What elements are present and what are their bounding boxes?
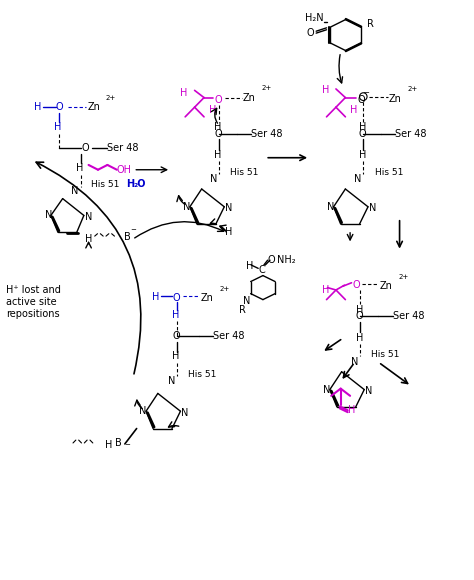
- Text: N: N: [85, 212, 92, 222]
- Text: H: H: [358, 150, 366, 160]
- Text: O: O: [358, 129, 366, 139]
- Text: Ser 48: Ser 48: [251, 129, 283, 139]
- Text: Zn: Zn: [200, 293, 213, 303]
- Text: B: B: [116, 438, 122, 448]
- Text: N: N: [369, 203, 376, 213]
- Text: N: N: [210, 175, 217, 184]
- Text: R: R: [239, 305, 246, 315]
- Text: His 51: His 51: [91, 180, 119, 189]
- Text: H: H: [356, 333, 363, 343]
- Text: H: H: [35, 102, 42, 112]
- Text: active site: active site: [6, 297, 57, 307]
- Text: 2+: 2+: [262, 85, 272, 92]
- Text: H₂N: H₂N: [305, 13, 324, 23]
- Text: H⁺ lost and: H⁺ lost and: [6, 285, 61, 295]
- Text: Ser 48: Ser 48: [213, 331, 245, 340]
- Text: H: H: [348, 405, 355, 415]
- Text: 2+: 2+: [106, 95, 116, 101]
- Text: Ser 48: Ser 48: [392, 311, 424, 321]
- Text: H: H: [209, 104, 216, 115]
- Text: H: H: [214, 150, 222, 160]
- Text: H: H: [173, 310, 180, 320]
- Text: O: O: [55, 102, 63, 112]
- Text: H: H: [54, 122, 62, 132]
- Text: N: N: [182, 408, 189, 418]
- Text: His 51: His 51: [230, 168, 258, 177]
- Text: NH₂: NH₂: [277, 255, 296, 265]
- Text: N: N: [354, 175, 361, 184]
- Text: His 51: His 51: [371, 350, 400, 360]
- Text: N: N: [365, 386, 373, 396]
- Text: O: O: [307, 28, 314, 38]
- Text: H: H: [85, 234, 92, 245]
- Text: B: B: [124, 232, 131, 242]
- Text: His 51: His 51: [188, 369, 216, 379]
- Text: O: O: [357, 95, 365, 105]
- Text: O: O: [214, 129, 222, 139]
- Text: N: N: [323, 385, 330, 394]
- Text: −: −: [130, 227, 136, 233]
- Text: H: H: [173, 351, 180, 361]
- Text: Ser 48: Ser 48: [395, 129, 426, 139]
- Text: N: N: [71, 186, 79, 197]
- Text: H: H: [214, 122, 222, 132]
- Text: repositions: repositions: [6, 309, 60, 319]
- Text: O: O: [173, 331, 180, 340]
- Text: H: H: [356, 305, 363, 315]
- Text: N: N: [45, 211, 52, 220]
- Text: H: H: [350, 104, 357, 115]
- Text: 2+: 2+: [398, 274, 409, 280]
- Text: N: N: [183, 202, 190, 212]
- Text: H: H: [126, 179, 135, 189]
- Text: Zn: Zn: [87, 102, 100, 112]
- Text: N: N: [225, 203, 233, 213]
- Text: −: −: [362, 88, 369, 97]
- Text: N: N: [327, 202, 334, 212]
- Text: Zn: Zn: [243, 93, 255, 103]
- Text: H: H: [225, 227, 233, 237]
- Text: H: H: [152, 292, 160, 302]
- Text: His 51: His 51: [374, 168, 403, 177]
- Text: O: O: [353, 280, 360, 290]
- Text: O: O: [268, 255, 275, 265]
- Text: ₂O: ₂O: [133, 179, 146, 189]
- Text: 2+: 2+: [408, 86, 418, 92]
- Text: H: H: [322, 285, 329, 295]
- Text: 2+: 2+: [219, 286, 229, 292]
- Text: O: O: [173, 293, 180, 303]
- Text: H: H: [246, 261, 254, 271]
- Text: O: O: [214, 95, 222, 105]
- Text: N: N: [243, 296, 250, 306]
- Text: Ser 48: Ser 48: [108, 143, 139, 153]
- Text: H: H: [322, 85, 329, 95]
- Text: OH: OH: [117, 165, 132, 175]
- Text: −: −: [124, 442, 130, 448]
- Text: C: C: [258, 265, 265, 275]
- Text: H: H: [358, 122, 366, 132]
- Text: R: R: [366, 20, 374, 30]
- Text: O: O: [356, 311, 364, 321]
- Text: H: H: [181, 88, 188, 98]
- Text: N: N: [168, 376, 175, 386]
- Text: N: N: [351, 357, 358, 367]
- Text: H: H: [76, 164, 83, 173]
- Text: H: H: [105, 440, 112, 450]
- Text: Zn: Zn: [379, 281, 392, 291]
- Text: O: O: [82, 143, 89, 153]
- Text: N: N: [139, 406, 146, 416]
- Text: Zn: Zn: [389, 93, 401, 104]
